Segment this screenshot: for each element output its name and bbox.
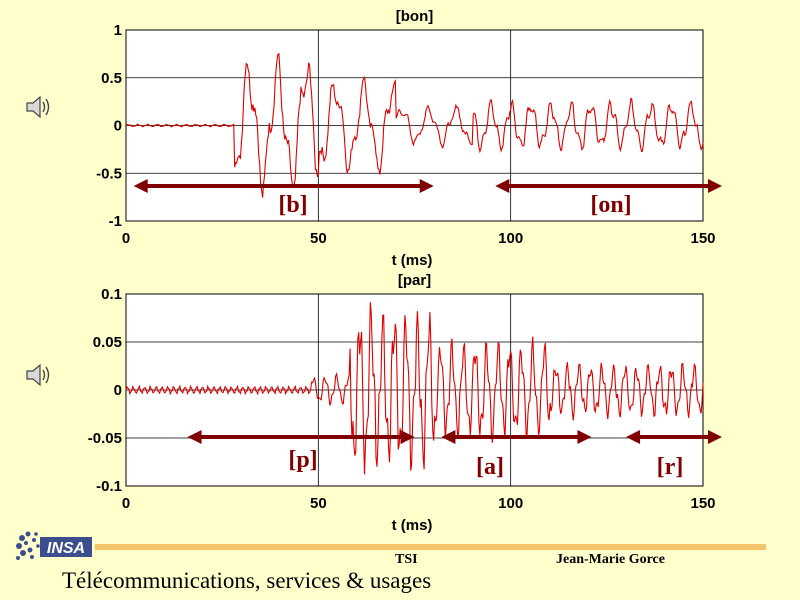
speaker-icon[interactable]: [24, 362, 54, 388]
y-tick-label: 0.05: [93, 334, 122, 351]
x-tick-label: 100: [498, 495, 523, 512]
x-axis-label: t (ms): [392, 517, 433, 534]
y-tick-label: -1: [109, 213, 122, 230]
y-tick-label: 0: [114, 382, 122, 399]
x-tick-label: 150: [690, 230, 715, 247]
x-tick-label: 0: [122, 495, 130, 512]
signal-waveform: [125, 52, 704, 198]
phoneme-arrow-head-left: [495, 179, 510, 193]
phoneme-arrow-head-left: [626, 430, 641, 444]
phoneme-label: [p]: [288, 447, 317, 473]
chart-title: [bon]: [396, 8, 433, 25]
phoneme-arrow-head-right: [577, 430, 592, 444]
footer-divider: [95, 544, 766, 550]
footer-title: Télécommunications, services & usages: [62, 568, 432, 593]
y-tick-label: 0.5: [101, 70, 122, 87]
phoneme-arrow-head-left: [133, 179, 148, 193]
svg-text:INSA: INSA: [47, 540, 85, 557]
phoneme-label: [b]: [278, 192, 307, 218]
y-tick-label: 0.1: [101, 286, 122, 303]
phoneme-arrow-head-right: [708, 430, 722, 444]
footer-author: Jean-Marie Gorce: [556, 552, 665, 567]
phoneme-arrow-head-right: [419, 179, 434, 193]
signal-waveform: [125, 302, 704, 475]
phoneme-arrow-head-left: [187, 430, 202, 444]
phoneme-arrow-head-left: [441, 430, 456, 444]
x-tick-label: 100: [498, 230, 523, 247]
insa-logo: INSA: [14, 528, 94, 568]
y-tick-label: -0.05: [88, 430, 122, 447]
y-tick-label: -0.1: [96, 478, 122, 495]
x-tick-label: 0: [122, 230, 130, 247]
x-axis-label: t (ms): [392, 252, 433, 269]
y-tick-label: -0.5: [96, 165, 122, 182]
phoneme-label: [on]: [590, 192, 631, 218]
phoneme-label: [a]: [476, 454, 504, 480]
speaker-icon[interactable]: [24, 94, 54, 120]
y-tick-label: 1: [114, 22, 122, 39]
phoneme-arrow-head-right: [400, 430, 415, 444]
x-tick-label: 50: [310, 230, 327, 247]
x-tick-label: 150: [690, 495, 715, 512]
chart-title: [par]: [398, 272, 431, 289]
phoneme-arrow-head-right: [708, 179, 722, 193]
phoneme-label: [r]: [657, 454, 684, 480]
x-tick-label: 50: [310, 495, 327, 512]
y-tick-label: 0: [114, 118, 122, 135]
footer-course-label: TSI: [395, 552, 418, 567]
